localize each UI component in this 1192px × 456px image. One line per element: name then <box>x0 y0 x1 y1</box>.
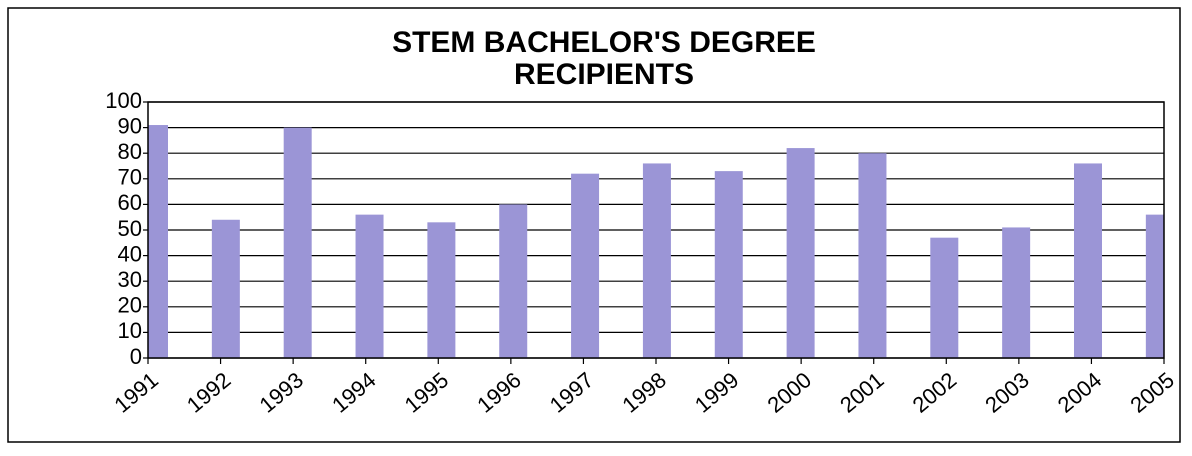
chart-title: STEM BACHELOR'S DEGREE <box>392 26 816 59</box>
y-tick-label: 60 <box>118 190 142 215</box>
bar <box>642 163 671 358</box>
bar <box>1002 227 1031 358</box>
chart-title: RECIPIENTS <box>514 58 694 91</box>
y-tick-label: 50 <box>118 216 142 241</box>
y-tick-label: 20 <box>118 293 142 318</box>
bar <box>148 125 168 358</box>
y-tick-label: 30 <box>118 267 142 292</box>
bar <box>714 171 743 358</box>
plot-border <box>147 101 1165 359</box>
bar <box>211 219 240 358</box>
bar <box>930 237 959 358</box>
bar <box>786 148 815 358</box>
y-tick-label: 0 <box>130 344 142 369</box>
y-tick-label: 40 <box>118 241 142 266</box>
bar <box>858 153 887 358</box>
y-tick-label: 90 <box>118 113 142 138</box>
bar <box>427 222 456 358</box>
y-tick-label: 70 <box>118 165 142 190</box>
y-tick-label: 100 <box>105 88 142 113</box>
bar <box>1073 163 1102 358</box>
bar <box>499 204 528 358</box>
bars <box>148 125 1164 358</box>
y-tick-label: 80 <box>118 139 142 164</box>
bar <box>1145 214 1164 358</box>
bar <box>571 173 600 358</box>
y-tick-label: 10 <box>118 318 142 343</box>
bar <box>355 214 384 358</box>
bar <box>283 127 312 358</box>
